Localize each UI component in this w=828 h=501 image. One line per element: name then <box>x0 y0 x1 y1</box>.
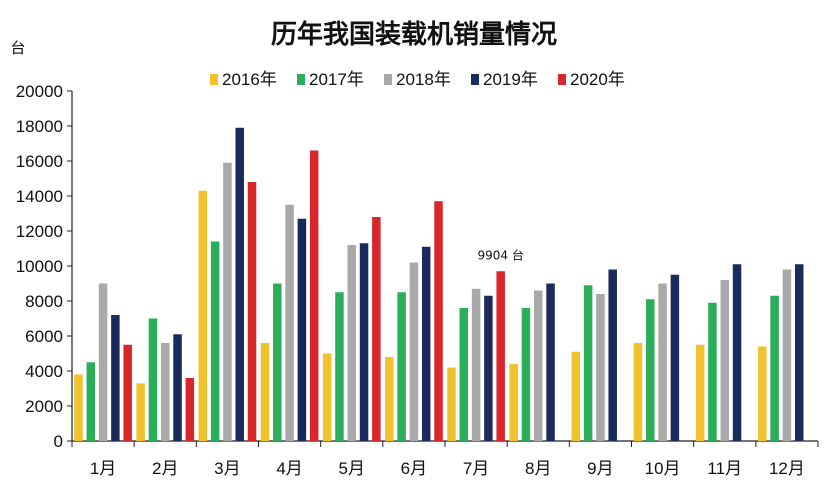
bar <box>782 269 792 441</box>
x-tick-label: 9月 <box>587 459 613 478</box>
bar <box>273 283 282 441</box>
x-tick-label: 12月 <box>769 459 805 478</box>
x-tick-label: 8月 <box>525 459 551 478</box>
bar <box>235 127 244 441</box>
legend-label: 2020年 <box>570 70 625 89</box>
legend-swatch <box>558 74 566 85</box>
legend-swatch <box>384 74 392 85</box>
x-tick-label: 6月 <box>401 459 427 478</box>
y-tick-label: 4000 <box>25 362 63 381</box>
bar <box>185 378 195 441</box>
bar <box>459 308 469 441</box>
legend-label: 2017年 <box>309 70 364 89</box>
y-tick-label: 20000 <box>16 82 63 101</box>
y-axis-unit: 台 <box>10 39 25 57</box>
bar <box>123 344 132 441</box>
x-tick-label: 10月 <box>645 459 681 478</box>
y-tick-label: 14000 <box>16 187 63 206</box>
bar <box>322 353 332 441</box>
bar <box>210 241 220 441</box>
bar <box>521 308 531 441</box>
bar <box>534 290 543 441</box>
bar <box>86 362 96 441</box>
bar <box>633 343 643 441</box>
bar <box>708 302 717 441</box>
bar <box>770 295 779 441</box>
bar <box>173 334 182 441</box>
y-tick-label: 16000 <box>16 152 63 171</box>
bar <box>359 243 369 441</box>
y-tick-label: 10000 <box>16 257 63 276</box>
bar <box>546 283 555 441</box>
x-tick-label: 2月 <box>152 459 178 478</box>
legend-label: 2019年 <box>483 70 538 89</box>
bar <box>794 264 804 441</box>
bar <box>646 299 655 441</box>
chart-title: 历年我国装载机销量情况 <box>271 19 557 50</box>
bar <box>695 344 705 441</box>
legend-swatch <box>210 74 218 85</box>
bar <box>720 280 729 441</box>
y-tick-label: 18000 <box>16 117 63 136</box>
bar <box>335 292 344 441</box>
bar <box>111 315 120 441</box>
bar <box>372 217 381 441</box>
bar <box>260 343 270 441</box>
bars <box>74 127 804 441</box>
x-axis: 1月 2月 3月 4月 5月 6月 7月 8月 9月 10月 11月 12月 <box>71 440 819 478</box>
bar <box>198 190 208 441</box>
bar <box>98 283 108 441</box>
bar <box>471 288 481 441</box>
bar <box>223 162 232 441</box>
bar <box>74 374 83 441</box>
x-tick-label: 5月 <box>339 459 365 478</box>
y-tick-label: 8000 <box>25 292 63 311</box>
bar <box>385 357 394 441</box>
bar <box>596 294 605 441</box>
bar <box>161 343 170 441</box>
bar <box>434 201 443 441</box>
legend-label: 2018年 <box>396 70 451 89</box>
bar <box>447 367 456 441</box>
legend-swatch <box>297 74 305 85</box>
bar <box>136 383 145 441</box>
bar <box>409 262 419 441</box>
y-tick-label: 2000 <box>25 397 63 416</box>
bar <box>247 182 257 441</box>
bar <box>297 218 307 441</box>
y-tick-label: 6000 <box>25 327 63 346</box>
y-tick-label: 0 <box>54 432 63 451</box>
x-tick-label: 4月 <box>276 459 302 478</box>
x-tick-label: 1月 <box>90 459 116 478</box>
annotation-label: 9904 台 <box>478 247 524 262</box>
legend-swatch <box>471 74 479 85</box>
y-tick-label: 12000 <box>16 222 63 241</box>
bar <box>309 150 319 441</box>
bar <box>347 245 356 441</box>
bar <box>758 346 767 441</box>
bar <box>397 292 406 441</box>
legend-label: 2016年 <box>222 70 277 89</box>
annotations: 9904 台 <box>478 247 524 262</box>
bar <box>571 351 581 441</box>
bar <box>148 318 158 441</box>
bar <box>670 274 680 441</box>
x-tick-label: 11月 <box>707 459 742 478</box>
bar <box>658 283 667 441</box>
bar <box>496 271 505 441</box>
x-tick-label: 7月 <box>463 459 489 478</box>
bar <box>421 246 431 441</box>
y-axis: 0 2000 4000 6000 8000 10000 12000 14000 16000 180… <box>16 82 73 451</box>
bar <box>583 285 593 441</box>
legend: 2016年 2017年 2018年 2019年 2020年 <box>210 70 625 89</box>
bar <box>732 264 742 441</box>
bar <box>285 204 294 441</box>
bar <box>484 295 493 441</box>
x-tick-label: 3月 <box>214 459 240 478</box>
bar <box>608 269 617 441</box>
bar <box>509 364 518 441</box>
